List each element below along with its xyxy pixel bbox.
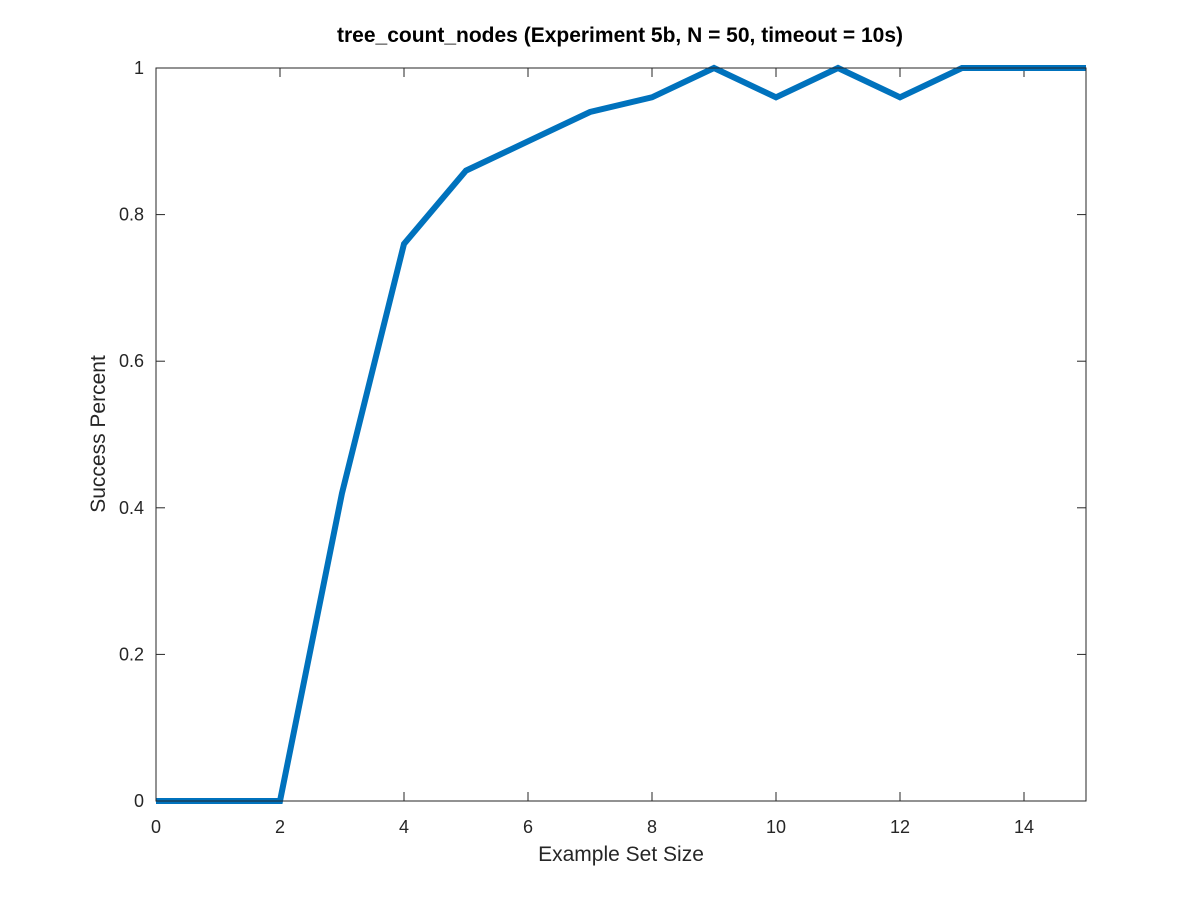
data-point — [342, 493, 343, 494]
data-point — [776, 97, 777, 98]
tick-labels: 0 2 4 6 8 10 12 14 0 0.2 0.4 0.6 0.8 1 — [119, 58, 1034, 837]
x-tick-label: 4 — [399, 817, 409, 837]
series-line — [156, 64, 1086, 804]
plot-area — [156, 68, 1086, 801]
x-tick-label: 14 — [1014, 817, 1034, 837]
x-tick-label: 6 — [523, 817, 533, 837]
data-point — [900, 97, 901, 98]
y-tick-label: 0.8 — [119, 205, 144, 225]
x-tick-label: 0 — [151, 817, 161, 837]
data-point — [466, 170, 467, 171]
y-tick-label: 0.2 — [119, 644, 144, 664]
y-axis-label: Success Percent — [87, 355, 110, 513]
y-tick-label: 0.4 — [119, 498, 144, 518]
data-point — [652, 97, 653, 98]
x-tick-label: 12 — [890, 817, 910, 837]
chart-title: tree_count_nodes (Experiment 5b, N = 50,… — [337, 24, 903, 47]
x-axis-label: Example Set Size — [538, 843, 704, 866]
data-point — [590, 111, 591, 112]
x-tick-label: 8 — [647, 817, 657, 837]
series-layer — [156, 64, 1086, 804]
data-point — [404, 243, 405, 244]
x-tick-label: 2 — [275, 817, 285, 837]
axes-box — [155, 67, 1087, 802]
y-tick-label: 1 — [134, 58, 144, 78]
data-point — [528, 141, 529, 142]
x-tick-label: 10 — [766, 817, 786, 837]
y-tick-label: 0 — [134, 791, 144, 811]
y-tick-label: 0.6 — [119, 351, 144, 371]
